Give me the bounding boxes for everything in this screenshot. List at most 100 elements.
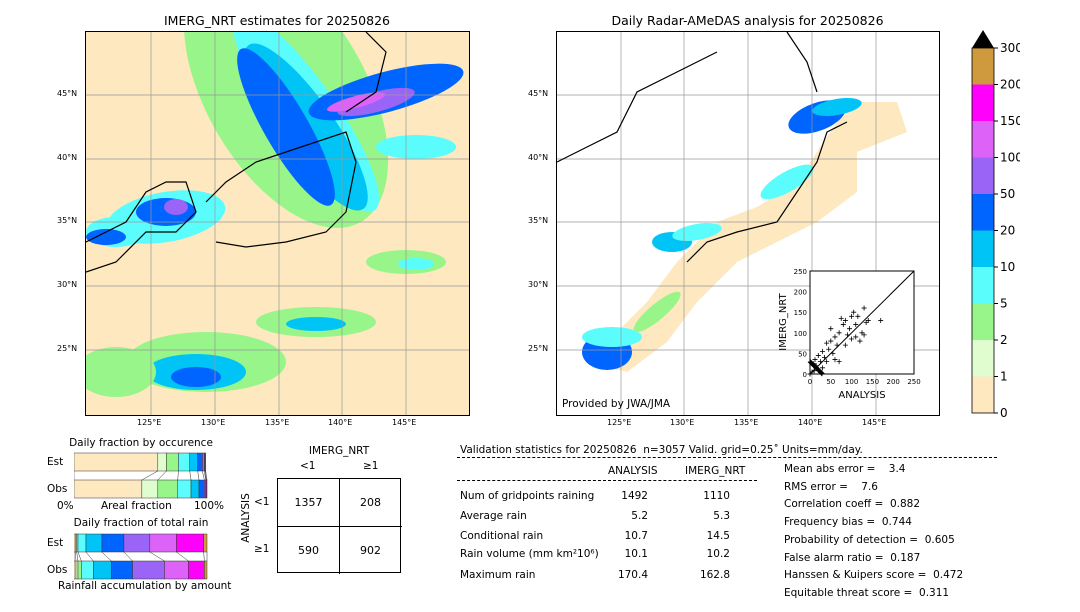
scatter-point <box>842 317 848 323</box>
colorbar-tick-label: 2 <box>1000 333 1008 347</box>
scatter-point <box>834 342 840 348</box>
scatter-ylabel: IMERG_NRT <box>778 292 789 350</box>
scatter-point <box>811 368 817 374</box>
bar-segment <box>110 560 133 580</box>
lon-label: 130°E <box>201 418 226 427</box>
rain-contour <box>326 92 386 112</box>
rain-contour <box>812 98 862 116</box>
stats-row-imerg: 162.8 <box>699 569 730 581</box>
scatter-point <box>826 346 832 352</box>
lon-label: 130°E <box>670 418 695 427</box>
x-tick-label: 150 <box>866 378 879 386</box>
rain-est-label: Est <box>47 537 64 549</box>
bar-segment <box>74 479 143 499</box>
scatter-point <box>807 371 813 377</box>
rain-contour <box>86 229 126 245</box>
scatter-point <box>817 359 823 365</box>
scatter-point <box>861 332 867 338</box>
colorbar-tick-label: 1 <box>1000 370 1008 384</box>
bar-segment <box>157 479 178 499</box>
rain-contour <box>171 367 221 387</box>
rain-contour <box>286 317 346 331</box>
scatter-point <box>824 359 830 365</box>
lon-label: 125°E <box>137 418 162 427</box>
score-line: Mean abs error = 3.4 <box>784 463 906 475</box>
bar-segment <box>203 533 208 553</box>
bar-segment <box>149 533 177 553</box>
score-line: Equitable threat score = 0.311 <box>784 586 950 599</box>
score-line: Hanssen & Kuipers score = 0.472 <box>784 569 964 582</box>
scatter-point <box>849 336 855 342</box>
scatter-xlabel: ANALYSIS <box>838 390 885 401</box>
rain-contour <box>582 327 642 347</box>
occurrence-title: Daily fraction by occurence <box>69 437 213 449</box>
stats-row-label: Conditional rain <box>460 530 544 542</box>
bar-segment <box>204 560 208 580</box>
score-line: RMS error = 7.6 <box>784 480 878 493</box>
bar-segment <box>189 452 198 472</box>
y-tick-label: 200 <box>794 289 807 297</box>
colorbar-segment <box>972 121 994 158</box>
contingency-col-title: IMERG_NRT <box>308 445 370 457</box>
scatter-point <box>851 309 857 315</box>
stats-row-label: Maximum rain <box>460 569 536 581</box>
lon-label: 125°E <box>607 418 632 427</box>
row-label-ge1: ≥1 <box>254 543 270 555</box>
lon-label: 140°E <box>328 418 353 427</box>
lon-label: 145°E <box>862 418 887 427</box>
bar-segment <box>206 479 208 499</box>
bar-segment <box>202 452 205 472</box>
scatter-point <box>849 313 855 319</box>
score-line: Correlation coeff = 0.882 <box>784 498 920 511</box>
cell-hits-none: 1357 <box>294 496 323 509</box>
lat-label: 40°N <box>528 153 549 162</box>
colorbar-segment <box>972 194 994 231</box>
scatter-point <box>822 355 828 361</box>
scatter-point <box>853 322 859 328</box>
occ-xlabel: Areal fraction <box>101 500 172 512</box>
rain-contour <box>376 135 456 159</box>
scatter-point <box>819 365 825 371</box>
x-tick-label: 200 <box>887 378 900 386</box>
stats-row-analysis: 10.7 <box>624 530 648 542</box>
rain-contour <box>672 223 722 241</box>
bar-segment <box>132 560 165 580</box>
lat-label: 40°N <box>57 153 78 162</box>
stats-row-imerg: 5.3 <box>713 510 730 522</box>
x-tick-label: 0 <box>808 378 812 386</box>
occ-est-label: Est <box>47 456 64 468</box>
stats-row-imerg: 10.2 <box>706 548 730 560</box>
map-credit: Provided by JWA/JMA <box>562 398 671 410</box>
left-map <box>85 31 470 416</box>
right-map-rain-field <box>557 32 939 415</box>
lat-label: 35°N <box>57 216 78 225</box>
colorbar-tick-label: 10 <box>1000 260 1015 274</box>
colorbar-tick-label: 100 <box>1000 151 1020 165</box>
lon-label: 145°E <box>392 418 417 427</box>
bar-segment <box>141 479 159 499</box>
colorbar-segment <box>972 157 994 194</box>
row-label-lt1: <1 <box>254 496 270 508</box>
bar-segment <box>85 533 103 553</box>
bar-segment <box>190 479 200 499</box>
scatter-point <box>840 322 846 328</box>
scatter-point <box>842 342 848 348</box>
scatter-point <box>830 350 836 356</box>
scatter-point <box>819 348 825 354</box>
cell-false-alarm: 208 <box>360 496 381 509</box>
occ-tick-100: 100% <box>194 500 225 512</box>
stats-header: Validation statistics for 20250826 n=305… <box>460 444 863 456</box>
colorbar-segment <box>972 267 994 304</box>
occ-obs-label: Obs <box>47 483 68 495</box>
stats-row-label: Num of gridpoints raining <box>460 490 595 502</box>
one-to-one-line <box>809 270 915 375</box>
stats-col-analysis: ANALYSIS <box>608 465 658 477</box>
bar-segment <box>75 560 79 580</box>
colorbar-tick-label: 150 <box>1000 114 1020 128</box>
lon-label: 135°E <box>734 418 759 427</box>
stats-row-label: Average rain <box>460 510 527 522</box>
bar-segment <box>101 533 125 553</box>
bar-segment <box>177 479 192 499</box>
scatter-point <box>812 357 818 363</box>
y-tick-label: 0 <box>803 371 807 379</box>
